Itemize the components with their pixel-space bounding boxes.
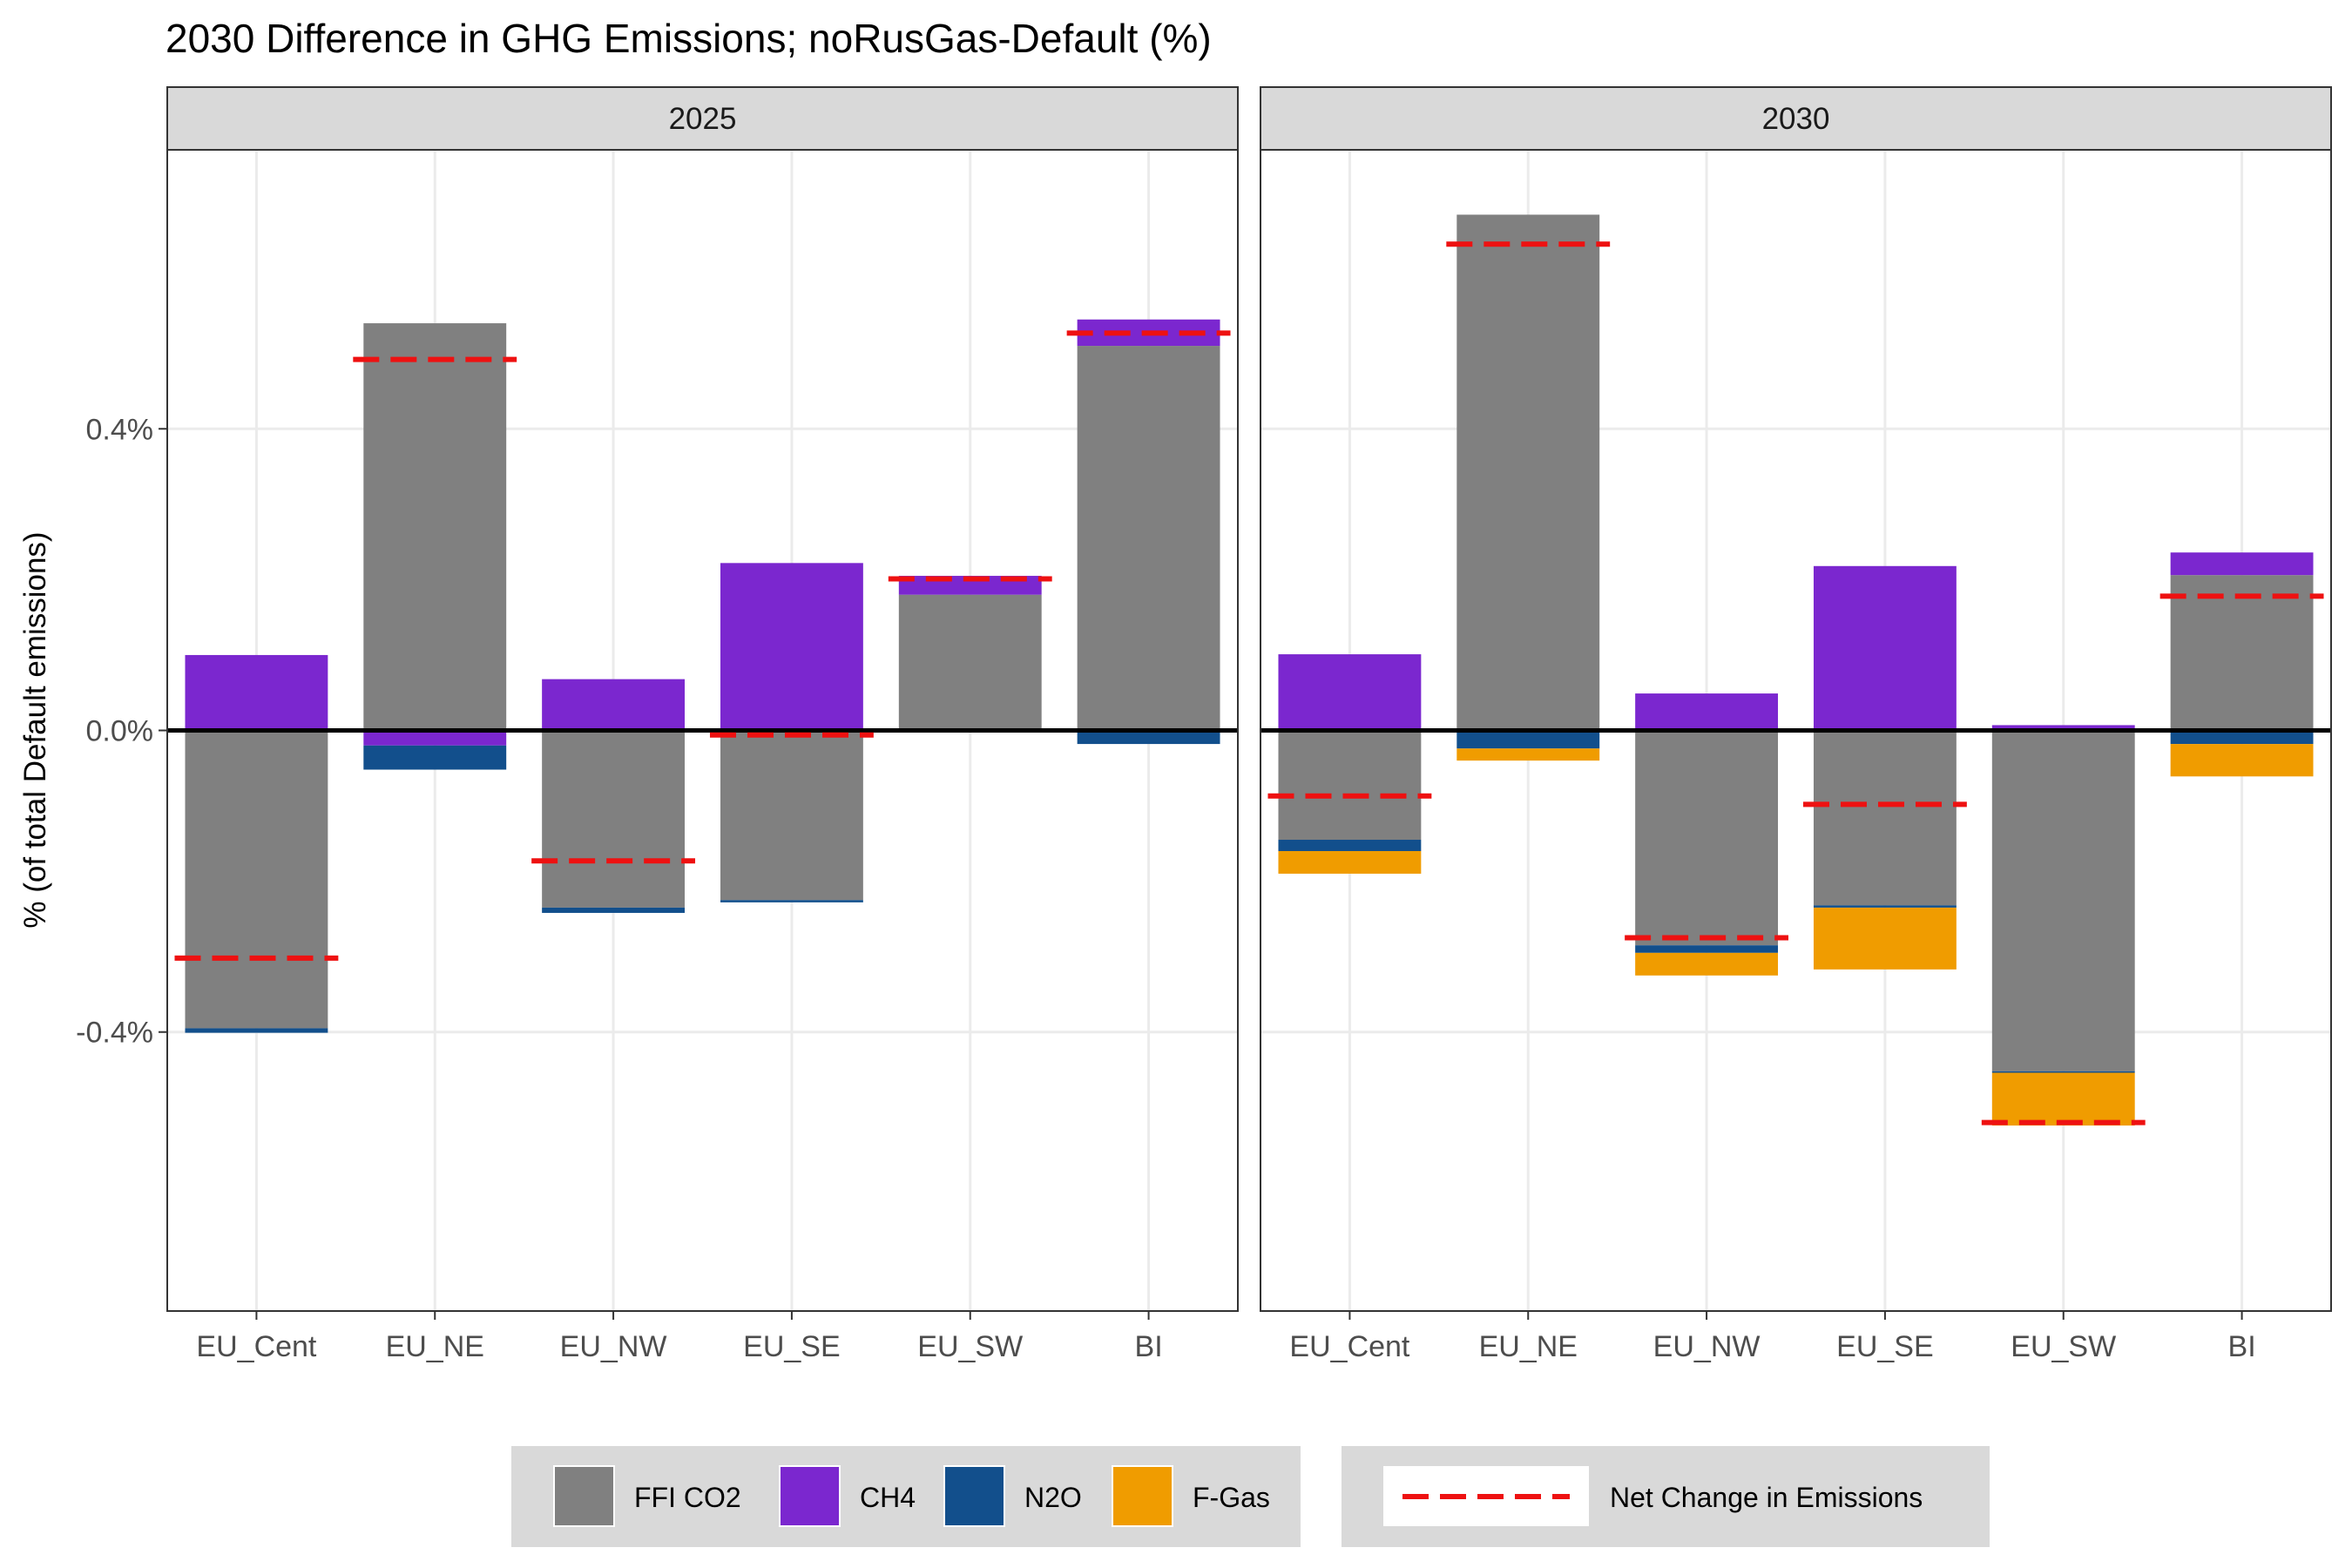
panel-2030: 2030 EU_Cent EU_NE EU_NW EU_SE EU_SW BI — [1260, 86, 2332, 1363]
y-tick-label: 0.4% — [86, 413, 154, 446]
bar-segment-ffi-co2-eu_cent — [185, 730, 328, 1029]
bar-segment-n2o-bi — [2170, 730, 2314, 745]
bar-segment-n2o-bi — [1077, 730, 1220, 745]
bar-segment-ch4-eu_ne — [363, 730, 507, 746]
facet-strip-label: 2025 — [669, 102, 737, 136]
bar-segment-ffi-co2-eu_cent — [1278, 730, 1422, 841]
bar-segment-n2o-eu_se — [720, 900, 863, 902]
legend-label: Net Change in Emissions — [1610, 1482, 1923, 1513]
x-tick-label: EU_NE — [1479, 1330, 1578, 1363]
bar-segment-n2o-eu_nw — [542, 907, 686, 913]
bar-segment-f-gas-eu_sw — [1991, 1072, 2135, 1126]
bar-segment-n2o-eu_se — [1813, 905, 1957, 908]
bar-segment-ffi-co2-eu_ne — [363, 323, 507, 731]
panels-layer: 2025 EU_Cent EU_NE EU_NW EU_SE EU_SW BI -0.4% 0.… — [76, 86, 2332, 1363]
chart-title: 2030 Difference in GHG Emissions; noRusG… — [166, 16, 1212, 61]
bar-segment-ch4-eu_cent — [1278, 654, 1422, 731]
bar-segment-n2o-eu_sw — [1991, 1071, 2135, 1073]
x-tick-label: EU_NE — [386, 1330, 484, 1363]
bar-segment-ffi-co2-eu_sw — [1991, 730, 2135, 1071]
bar-segment-ch4-eu_sw — [1991, 725, 2135, 731]
bar-segment-ffi-co2-eu_nw — [1635, 730, 1779, 946]
x-tick-label: EU_SW — [2011, 1330, 2116, 1363]
bar-segment-n2o-eu_ne — [363, 745, 507, 770]
bar-segment-f-gas-eu_cent — [1278, 850, 1422, 874]
bar-segment-ch4-eu_se — [1813, 565, 1957, 731]
facet-strip-label: 2030 — [1762, 102, 1830, 136]
y-tick-label: 0.0% — [86, 715, 154, 748]
bar-segment-ffi-co2-eu_se — [720, 730, 863, 901]
legend-label: CH4 — [860, 1482, 916, 1513]
bar-segment-ffi-co2-eu_nw — [542, 730, 686, 908]
x-tick-label: EU_SE — [1836, 1330, 1934, 1363]
x-tick-label: EU_SE — [743, 1330, 841, 1363]
panel-border — [1260, 149, 2332, 1312]
bar-segment-ffi-co2-bi — [2170, 575, 2314, 731]
x-tick-label: BI — [2228, 1330, 2256, 1363]
legend-label: N2O — [1024, 1482, 1082, 1513]
panel-2025: 2025 EU_Cent EU_NE EU_NW EU_SE EU_SW BI -0.4% 0.… — [76, 86, 1239, 1363]
legend: FFI CO2 CH4 N2O F-Gas Net Change in Emission… — [511, 1446, 1990, 1547]
bar-segment-ffi-co2-eu_ne — [1456, 214, 1600, 731]
legend-key-ffi-co2 — [553, 1465, 615, 1527]
legend-key-f-gas — [1112, 1465, 1173, 1527]
y-axis-title: % (of total Default emissions) — [18, 531, 52, 928]
legend-label: FFI CO2 — [634, 1482, 741, 1513]
bar-segment-n2o-eu_nw — [1635, 945, 1779, 953]
x-tick-label: EU_NW — [560, 1330, 667, 1363]
legend-label: F-Gas — [1193, 1482, 1270, 1513]
bar-segment-f-gas-bi — [2170, 744, 2314, 777]
x-tick-label: EU_Cent — [196, 1330, 317, 1363]
x-tick-label: BI — [1135, 1330, 1163, 1363]
bar-segment-n2o-eu_cent — [185, 1028, 328, 1033]
x-tick-label: EU_SW — [917, 1330, 1023, 1363]
bar-segment-ch4-eu_cent — [185, 654, 328, 731]
bar-segment-f-gas-eu_nw — [1635, 952, 1779, 976]
bar-segment-ffi-co2-bi — [1077, 346, 1220, 731]
bar-segment-n2o-eu_cent — [1278, 840, 1422, 851]
x-tick-label: EU_NW — [1653, 1330, 1761, 1363]
facet-strip — [1260, 86, 2332, 151]
y-tick-label: -0.4% — [76, 1017, 153, 1050]
bar-segment-f-gas-eu_ne — [1456, 748, 1600, 761]
bar-segment-ch4-eu_nw — [1635, 693, 1779, 731]
legend-key-ch4 — [779, 1465, 841, 1527]
bar-segment-ffi-co2-eu_se — [1813, 730, 1957, 906]
bar-segment-ffi-co2-eu_sw — [898, 594, 1042, 731]
x-tick-label: EU_Cent — [1289, 1330, 1410, 1363]
bar-segment-ch4-eu_nw — [542, 679, 686, 731]
bar-segment-ch4-bi — [2170, 552, 2314, 576]
facet-strip — [166, 86, 1239, 151]
bar-segment-f-gas-eu_se — [1813, 907, 1957, 970]
bar-segment-ch4-eu_se — [720, 563, 863, 731]
legend-key-n2o — [943, 1465, 1005, 1527]
bar-segment-n2o-eu_ne — [1456, 730, 1600, 749]
